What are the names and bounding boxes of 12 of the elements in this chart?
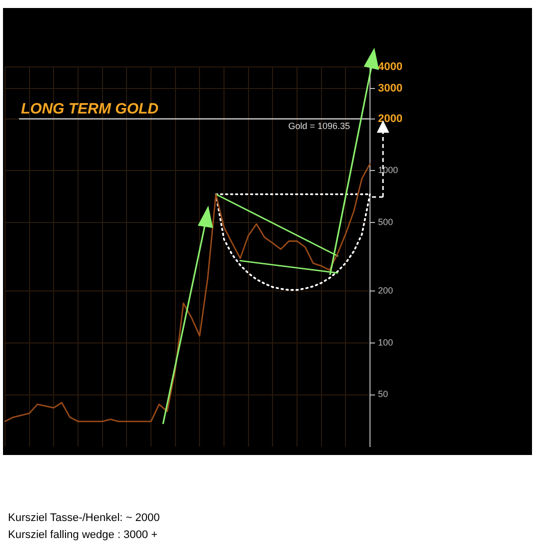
text: Kursziel falling wedge : 3000 + bbox=[8, 528, 159, 543]
y-tick-label: 3000 bbox=[378, 82, 402, 95]
y-tick-label: 200 bbox=[378, 286, 394, 296]
y-tick-label: 4000 bbox=[378, 61, 402, 74]
text: Kursziel Tasse-/Henkel: ~ 2000 bbox=[8, 511, 161, 526]
annotation: Gold = 1096.35 bbox=[288, 120, 350, 131]
y-tick-label: 50 bbox=[378, 389, 388, 400]
y-tick-label: 1000 bbox=[378, 165, 398, 176]
y-tick-label: 2000 bbox=[378, 112, 402, 125]
y-tick-label: 500 bbox=[378, 217, 394, 228]
text: LONG TERM GOLD bbox=[21, 100, 159, 118]
y-tick-label: 100 bbox=[378, 337, 394, 348]
